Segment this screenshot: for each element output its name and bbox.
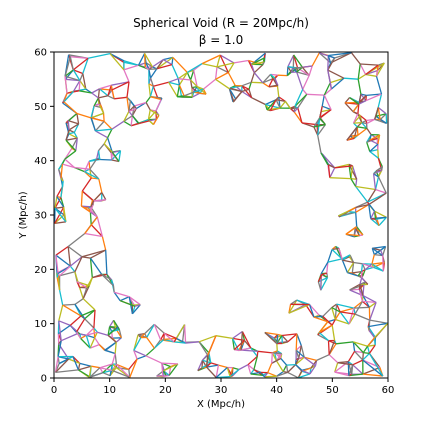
y-tick-label: 0 [41,374,47,385]
network-edge [251,82,263,83]
network-edge [358,104,359,114]
network-edge [354,307,370,308]
x-tick-label: 40 [270,385,283,396]
network-edge [100,160,112,161]
network-edge [68,121,69,130]
network-edge [114,286,115,292]
y-tick-label: 40 [34,156,47,167]
network-edge [149,69,157,70]
network-edge [369,320,370,330]
network-edge [330,178,351,179]
chart-title: Spherical Void (R = 20Mpc/h) [133,16,309,30]
network-edge [265,376,277,377]
y-tick-label: 60 [34,48,47,59]
y-tick-label: 10 [34,319,47,330]
network-edge [104,113,105,121]
x-tick-label: 0 [51,385,57,396]
network-edge [216,377,230,378]
network-edge [375,338,376,346]
network-edge [363,353,369,354]
network-edge [296,334,297,350]
network-edge [329,341,330,355]
network-edge [257,351,258,356]
network-edge [272,353,281,354]
network-edge [328,56,329,71]
network-edge [79,81,80,91]
y-tick-label: 50 [34,102,47,113]
x-tick-label: 30 [215,385,228,396]
y-tick-label: 20 [34,265,47,276]
network-edge [287,365,296,366]
network-edge [272,353,273,363]
x-tick-label: 10 [103,385,116,396]
network-edge [177,97,192,98]
network-edge [90,212,91,225]
network-edge [156,111,157,119]
x-tick-label: 20 [159,385,172,396]
network-edge [81,191,82,206]
x-axis-label: X (Mpc/h) [197,399,245,410]
network-edge [162,363,178,364]
network-edge [277,344,278,351]
x-tick-label: 50 [326,385,339,396]
y-axis-label: Y (Mpc/h) [18,191,29,239]
network-edge [307,94,325,95]
network-edge [383,256,384,272]
chart-subtitle: β = 1.0 [199,33,243,47]
y-tick-label: 30 [34,211,47,222]
x-tick-label: 60 [382,385,395,396]
network-edge [378,150,379,159]
network-edge [63,304,75,305]
